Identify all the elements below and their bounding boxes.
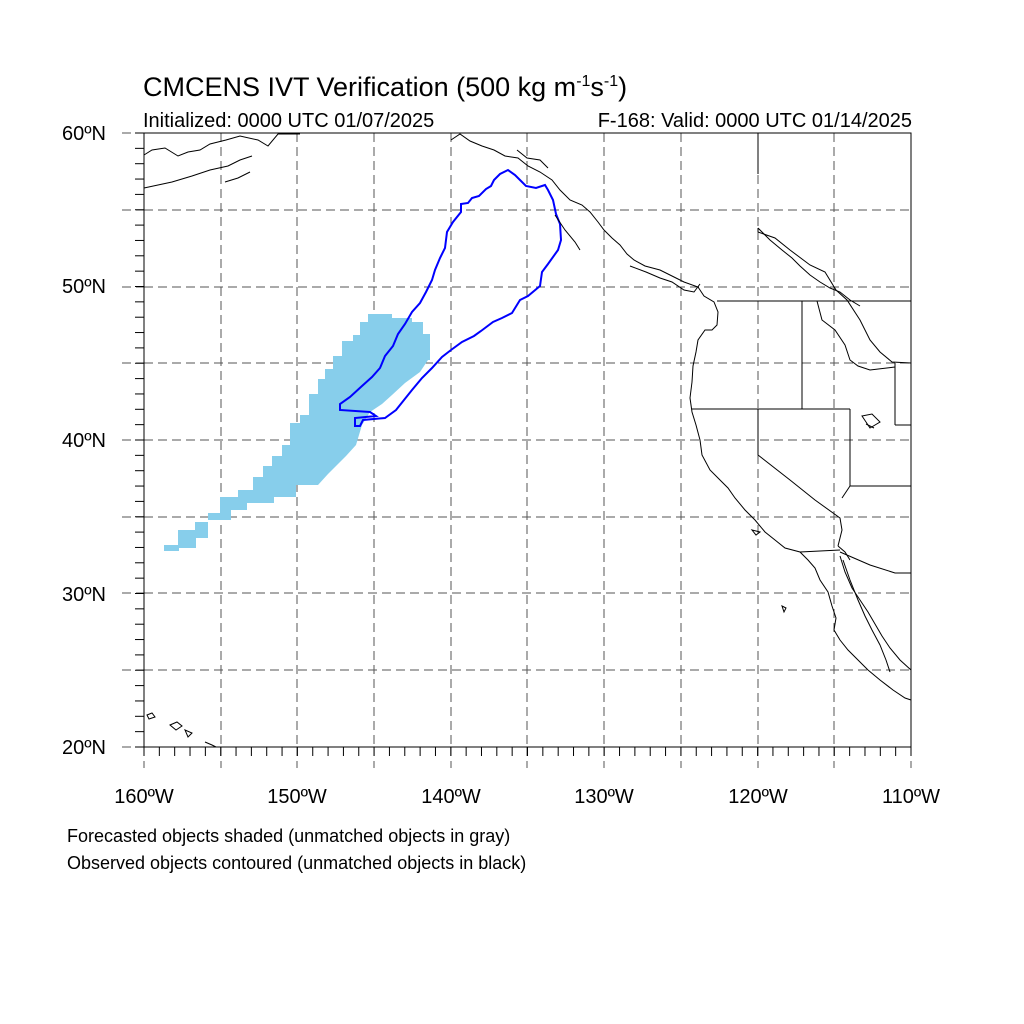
minor-ticks: [135, 132, 912, 756]
plot-title: CMCENS IVT Verification (500 kg m-1s-1): [143, 72, 628, 102]
lon-label-160w: 160ºW: [114, 786, 174, 808]
footnote-observed: Observed objects contoured (unmatched ob…: [67, 853, 527, 873]
lat-label-60n: 60ºN: [62, 123, 106, 145]
lon-label-140w: 140ºW: [421, 786, 481, 808]
lon-label-120w: 120ºW: [728, 786, 788, 808]
lat-label-30n: 30ºN: [62, 584, 106, 606]
borders: [692, 133, 912, 574]
lat-label-40n: 40ºN: [62, 430, 106, 452]
lat-label-20n: 20ºN: [62, 737, 106, 759]
observed-object-contour: [339, 168, 563, 427]
footnote-forecast: Forecasted objects shaded (unmatched obj…: [67, 826, 511, 846]
forecast-object: [164, 314, 430, 551]
lon-label-110w: 110ºW: [881, 786, 941, 808]
valid-time: F-168: Valid: 0000 UTC 01/14/2025: [597, 110, 912, 132]
initialized-time: Initialized: 0000 UTC 01/07/2025: [143, 110, 435, 132]
graticule: [144, 133, 911, 747]
map-frame: [143, 132, 912, 748]
lat-label-50n: 50ºN: [62, 276, 106, 298]
lon-label-150w: 150ºW: [267, 786, 327, 808]
lon-label-130w: 130ºW: [574, 786, 634, 808]
coastlines: [143, 133, 912, 748]
